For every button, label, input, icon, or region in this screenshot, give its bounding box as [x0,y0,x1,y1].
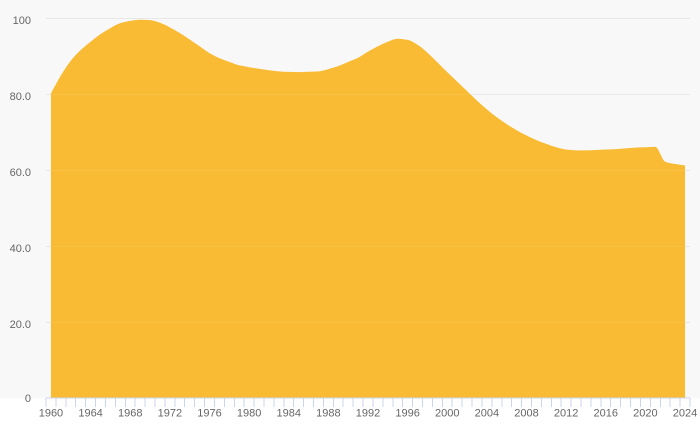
svg-text:1960: 1960 [39,408,63,420]
svg-text:40.0: 40.0 [10,243,31,255]
svg-text:1968: 1968 [118,408,142,420]
svg-text:80.0: 80.0 [10,91,31,103]
svg-text:1976: 1976 [197,408,221,420]
svg-text:1988: 1988 [316,408,340,420]
svg-text:0: 0 [25,393,31,405]
svg-text:2012: 2012 [554,408,578,420]
svg-text:1980: 1980 [237,408,261,420]
svg-text:1996: 1996 [395,408,419,420]
svg-text:20.0: 20.0 [10,319,31,331]
svg-text:1984: 1984 [276,408,300,420]
svg-text:2024: 2024 [673,408,697,420]
svg-text:2016: 2016 [594,408,618,420]
svg-text:2000: 2000 [435,408,459,420]
svg-text:1972: 1972 [158,408,182,420]
svg-text:1992: 1992 [356,408,380,420]
svg-text:2004: 2004 [475,408,499,420]
svg-text:100: 100 [13,15,31,27]
svg-text:1964: 1964 [78,408,102,420]
svg-text:60.0: 60.0 [10,167,31,179]
svg-text:2020: 2020 [633,408,657,420]
svg-text:2008: 2008 [514,408,538,420]
